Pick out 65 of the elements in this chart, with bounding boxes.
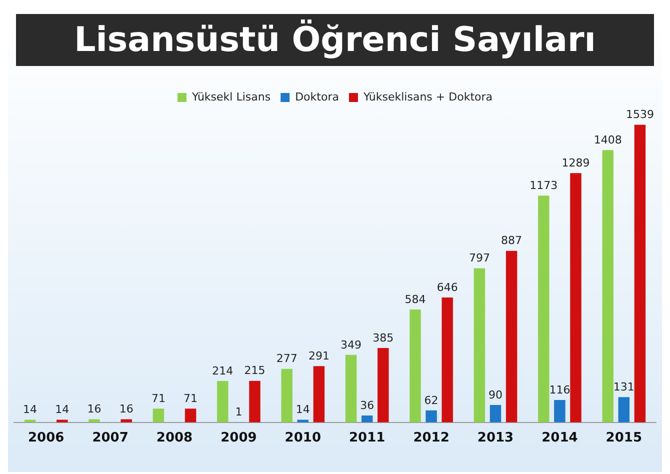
x-tick-label: 2006 [28, 430, 64, 446]
bar [410, 309, 421, 422]
chart-title: Lisansüstü Öğrenci Sayıları [74, 20, 596, 60]
data-label: 349 [340, 338, 362, 352]
bar [361, 415, 373, 422]
data-label: 116 [549, 383, 570, 396]
x-tick-label: 2009 [220, 430, 257, 446]
bar [184, 408, 196, 422]
data-label: 14 [296, 403, 310, 416]
bar [297, 420, 309, 422]
x-tick-label: 2007 [92, 430, 128, 446]
data-label: 90 [488, 388, 502, 402]
legend-label: Yükseklisans + Doktora [362, 90, 493, 104]
data-label: 277 [276, 352, 298, 366]
x-tick-label: 2015 [606, 430, 642, 446]
data-label: 887 [501, 234, 522, 248]
data-label: 71 [151, 392, 166, 406]
bar [24, 420, 36, 422]
bar [634, 124, 646, 422]
x-tick-label: 2014 [542, 430, 578, 446]
x-tick-label: 2011 [349, 430, 386, 446]
bar [618, 397, 630, 422]
legend-label: Doktora [295, 90, 339, 104]
data-label: 1408 [594, 133, 622, 146]
data-label: 1539 [626, 108, 654, 122]
data-label: 36 [360, 398, 374, 412]
data-label: 1173 [530, 178, 558, 192]
data-label: 62 [424, 394, 438, 407]
bar [281, 368, 292, 422]
bar [442, 297, 453, 422]
x-tick-label: 2010 [284, 430, 321, 446]
data-label: 16 [119, 402, 134, 416]
bar [554, 400, 566, 422]
legend-label: Yüksekl Lisans [191, 90, 271, 104]
bar [426, 410, 437, 422]
bar [538, 196, 550, 422]
bar [217, 381, 228, 422]
bar [474, 268, 486, 422]
data-label: 215 [244, 364, 266, 378]
data-label: 14 [55, 403, 70, 416]
x-tick-label: 2012 [413, 430, 450, 446]
bar [313, 366, 325, 422]
x-tick-label: 2008 [156, 430, 193, 446]
bar [490, 404, 502, 422]
data-label: 214 [212, 364, 234, 378]
data-label: 131 [613, 380, 634, 394]
bar [570, 173, 582, 422]
bar [378, 348, 389, 422]
data-label: 385 [372, 331, 394, 344]
data-label: 14 [23, 403, 38, 416]
data-label: 646 [436, 280, 458, 294]
bar [345, 354, 357, 422]
data-label: 16 [87, 402, 102, 416]
data-label: 1289 [562, 156, 590, 170]
data-label: 1 [235, 406, 242, 419]
data-label: 71 [184, 392, 198, 406]
bar [602, 150, 614, 422]
x-tick-label: 2013 [477, 430, 514, 446]
bar [506, 250, 518, 422]
data-label: 291 [308, 349, 330, 362]
bar [152, 408, 164, 422]
bar [249, 380, 260, 422]
bar [56, 420, 68, 422]
data-label: 797 [468, 252, 490, 265]
data-label: 584 [404, 292, 426, 306]
